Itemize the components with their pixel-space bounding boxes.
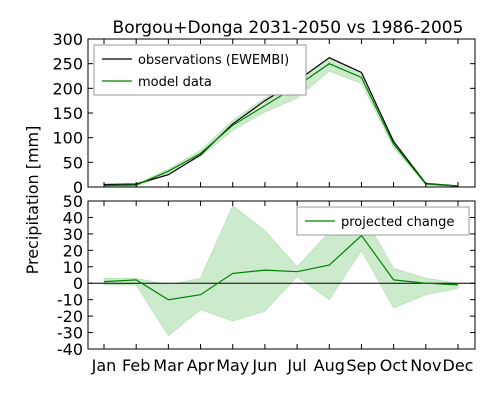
plot-frame [87,200,476,350]
x-tick-label: Apr [187,356,215,375]
y-tick-label: 50 [63,153,83,172]
y-tick-label: -10 [57,291,83,310]
y-tick-label: -20 [57,307,83,326]
x-tick-label: Sep [346,356,376,375]
y-tick-label: -30 [57,324,83,343]
legend-label: observations (EWEMBI) [138,53,289,68]
series-line-projected [103,234,459,301]
y-tick-label: 100 [52,129,83,148]
x-tick-label: Jul [286,356,306,375]
chart-title: Borgou+Donga 2031-2050 vs 1986-2005 [113,18,464,38]
y-tick-label: 150 [52,104,83,123]
series-line-model [103,63,459,187]
top-panel: 0 50 100 150 200 250 300 observations (EWEMBI) m… [52,30,476,197]
x-tick-label: Aug [314,356,345,375]
y-tick-label: 40 [63,208,83,227]
x-tick-label: Nov [410,356,441,375]
y-tick-label: 200 [52,79,83,98]
legend-label: model data [138,75,212,90]
x-tick-label: Mar [153,356,184,375]
y-tick-label: 50 [63,192,83,211]
x-tick-label: Oct [380,356,408,375]
y-tick-label: 0 [73,274,83,293]
x-tick-label: Dec [443,356,474,375]
x-tick-label: Jun [251,356,277,375]
x-tick-label: May [216,356,249,375]
legend-label: projected change [341,215,454,230]
y-axis-label: Precipitation [mm] [23,126,42,275]
legend-box [93,44,307,96]
y-tick-label: 300 [52,30,83,49]
y-tick-label: 20 [63,241,83,260]
y-tick-label: 0 [73,178,83,197]
x-tick-label: Jan [91,356,117,375]
x-tick-label: Feb [122,356,150,375]
y-tick-label: -40 [57,340,83,359]
y-tick-label: 30 [63,225,83,244]
y-tick-label: 250 [52,55,83,74]
month-axis: Jan Feb Mar Apr May Jun Jul Aug Sep Oct Nov Dec [91,356,474,375]
y-tick-label: 10 [63,258,83,277]
